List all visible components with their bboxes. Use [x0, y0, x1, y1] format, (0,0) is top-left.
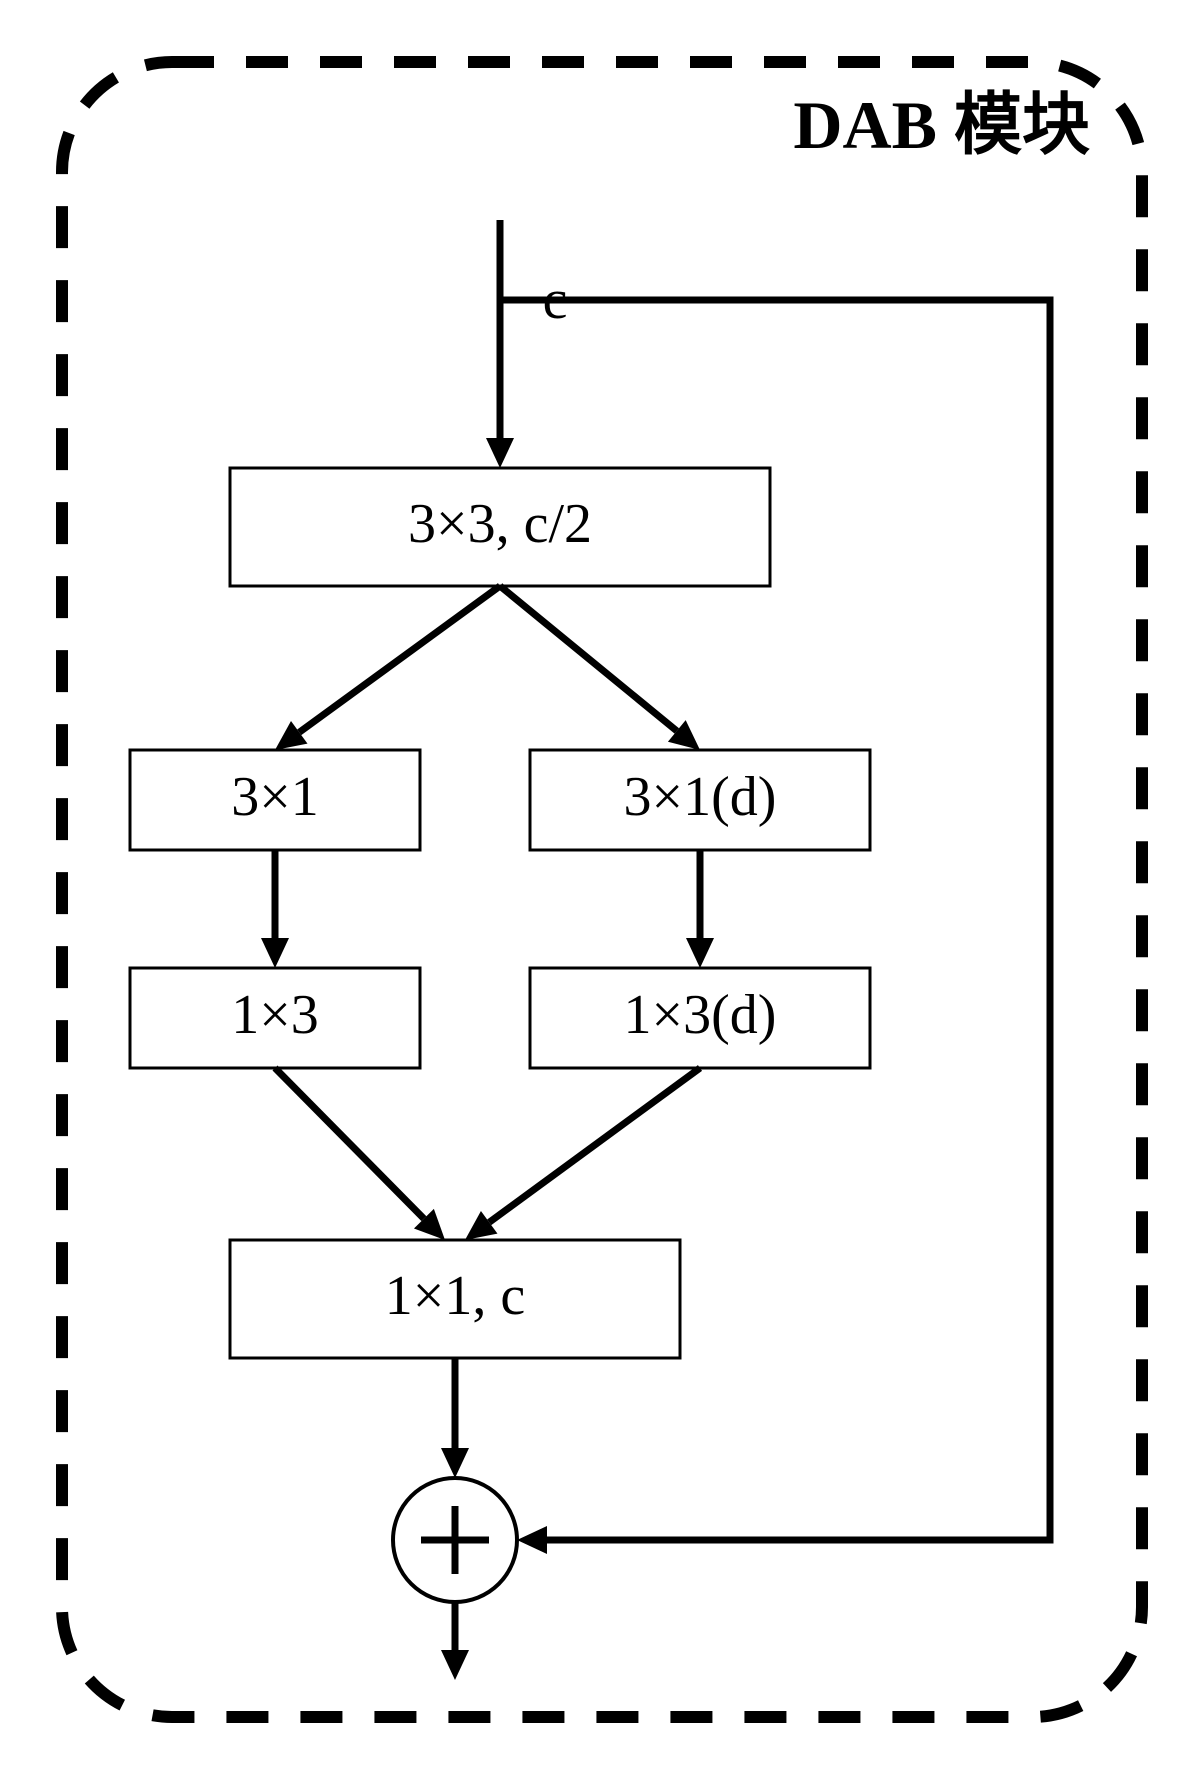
arrow-0-head [486, 438, 514, 468]
arrow-4-head [686, 938, 714, 968]
arrow-2 [500, 586, 677, 731]
conv-3x1-box-label: 3×1 [231, 766, 319, 828]
module-border [62, 62, 1142, 1717]
arrow-8-head [441, 1650, 469, 1680]
skip-connection-head [517, 1526, 547, 1554]
arrow-6-head [465, 1211, 497, 1240]
arrow-6 [489, 1068, 700, 1222]
arrow-3-head [261, 938, 289, 968]
arrow-7-head [441, 1448, 469, 1478]
module-title: DAB 模块 [793, 87, 1090, 163]
conv-1x1-c-box-label: 1×1, c [385, 1265, 525, 1327]
conv-3x1-d-box-label: 3×1(d) [624, 766, 777, 828]
arrow-1 [299, 586, 500, 732]
conv-3x3-c2-box-label: 3×3, c/2 [408, 493, 592, 555]
conv-1x3-d-box-label: 1×3(d) [624, 984, 777, 1046]
conv-1x3-box-label: 1×3 [231, 984, 319, 1046]
arrow-5 [275, 1068, 424, 1219]
arrow-1-head [275, 721, 307, 750]
